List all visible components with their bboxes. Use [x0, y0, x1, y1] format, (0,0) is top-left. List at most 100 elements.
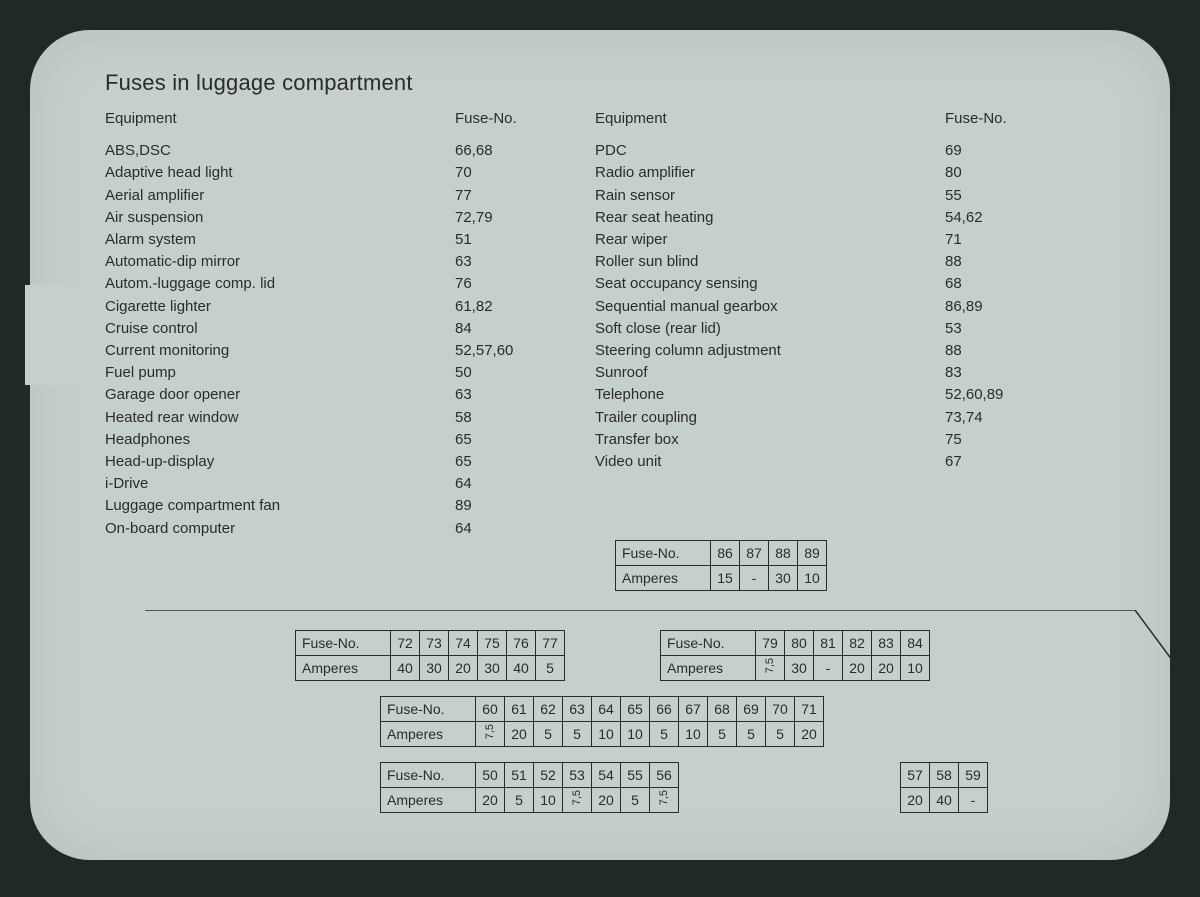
- fuse-number: 69: [945, 140, 1095, 162]
- fuse-number: 71: [945, 229, 1095, 251]
- equipment-name: Radio amplifier: [595, 162, 945, 184]
- fuse-number: 52,60,89: [945, 384, 1095, 406]
- fuse-number: 50: [455, 362, 595, 384]
- equipment-row: Head-up-display65Video unit67: [105, 451, 1135, 473]
- equipment-name: Steering column adjustment: [595, 340, 945, 362]
- header-fuseno-right: Fuse-No.: [945, 108, 1095, 130]
- content-area: Fuses in luggage compartment Equipment F…: [105, 70, 1135, 540]
- equipment-name: [595, 473, 945, 495]
- fuse-num-cell: 75: [478, 631, 507, 656]
- fuse-number: 58: [455, 407, 595, 429]
- fuse-number: 75: [945, 429, 1095, 451]
- fuse-amp-cell: -: [814, 656, 843, 681]
- fuse-num-cell: 83: [872, 631, 901, 656]
- fuse-num-cell: 54: [592, 763, 621, 788]
- fuse-number: 77: [455, 185, 595, 207]
- fuse-number: 63: [455, 251, 595, 273]
- fuse-blocks-area: Fuse-No.86878889Amperes15-3010Fuse-No.72…: [105, 580, 1135, 880]
- fuse-num-cell: 51: [505, 763, 534, 788]
- fuse-amp-cell: 5: [708, 722, 737, 747]
- equipment-name: Alarm system: [105, 229, 455, 251]
- fuse-amp-cell: 20: [449, 656, 478, 681]
- fuse-amp-cell: -: [740, 566, 769, 591]
- equipment-row: Autom.-luggage comp. lid76Seat occupancy…: [105, 273, 1135, 295]
- fuse-number: 88: [945, 340, 1095, 362]
- header-fuseno-left: Fuse-No.: [455, 108, 595, 130]
- fuse-num-cell: 69: [737, 697, 766, 722]
- fuse-card: Fuses in luggage compartment Equipment F…: [30, 30, 1170, 860]
- fuse-num-cell: 87: [740, 541, 769, 566]
- equipment-name: Rear seat heating: [595, 207, 945, 229]
- fuse-number: [945, 518, 1095, 540]
- fuse-num-cell: 72: [391, 631, 420, 656]
- fuse-num-cell: 82: [843, 631, 872, 656]
- equipment-name: On-board computer: [105, 518, 455, 540]
- equipment-name: Sequential manual gearbox: [595, 296, 945, 318]
- fuse-num-cell: 79: [756, 631, 785, 656]
- fuse-num-cell: 66: [650, 697, 679, 722]
- equipment-row: Luggage compartment fan89: [105, 495, 1135, 517]
- fuse-block-b1: Fuse-No.86878889Amperes15-3010: [615, 540, 827, 591]
- equipment-row: Garage door opener63Telephone52,60,89: [105, 384, 1135, 406]
- fuse-block-b6: 5758592040-: [900, 762, 988, 813]
- fuse-num-cell: 59: [959, 763, 988, 788]
- equipment-name: Rear wiper: [595, 229, 945, 251]
- equipment-name: Rain sensor: [595, 185, 945, 207]
- fuse-num-cell: 53: [563, 763, 592, 788]
- row-label-amperes: Amperes: [381, 788, 476, 813]
- equipment-row: On-board computer64: [105, 518, 1135, 540]
- fuse-num-cell: 50: [476, 763, 505, 788]
- equipment-row: Cigarette lighter61,82Sequential manual …: [105, 296, 1135, 318]
- fuse-amp-cell: 7,5: [563, 788, 592, 813]
- fuse-num-cell: 52: [534, 763, 563, 788]
- equipment-row: Current monitoring52,57,60Steering colum…: [105, 340, 1135, 362]
- equipment-row: Cruise control84Soft close (rear lid)53: [105, 318, 1135, 340]
- fuse-amp-cell: 5: [536, 656, 565, 681]
- fuse-amp-cell: 5: [534, 722, 563, 747]
- row-label-fuseno: Fuse-No.: [381, 697, 476, 722]
- page-title: Fuses in luggage compartment: [105, 70, 1135, 96]
- fuse-num-cell: 56: [650, 763, 679, 788]
- fuse-number: 63: [455, 384, 595, 406]
- fuse-amp-cell: 7,5: [476, 722, 505, 747]
- fuse-num-cell: 70: [766, 697, 795, 722]
- equipment-name: Video unit: [595, 451, 945, 473]
- fuse-num-cell: 64: [592, 697, 621, 722]
- fuse-number: 83: [945, 362, 1095, 384]
- fuse-amp-cell: 20: [843, 656, 872, 681]
- equipment-name: Soft close (rear lid): [595, 318, 945, 340]
- equipment-name: Aerial amplifier: [105, 185, 455, 207]
- equipment-row: Alarm system51Rear wiper71: [105, 229, 1135, 251]
- fuse-num-cell: 57: [901, 763, 930, 788]
- header-equipment-left: Equipment: [105, 108, 455, 130]
- row-label-fuseno: Fuse-No.: [661, 631, 756, 656]
- fuse-num-cell: 81: [814, 631, 843, 656]
- fuse-number: 54,62: [945, 207, 1095, 229]
- fuse-number: [945, 473, 1095, 495]
- fuse-num-cell: 65: [621, 697, 650, 722]
- row-label-amperes: Amperes: [616, 566, 711, 591]
- fuse-number: [945, 495, 1095, 517]
- fuse-number: 55: [945, 185, 1095, 207]
- fuse-amp-cell: 5: [563, 722, 592, 747]
- fuse-amp-cell: 7,5: [650, 788, 679, 813]
- equipment-name: Seat occupancy sensing: [595, 273, 945, 295]
- fuse-number: 65: [455, 429, 595, 451]
- fuse-num-cell: 77: [536, 631, 565, 656]
- equipment-name: [595, 495, 945, 517]
- fuse-number: 66,68: [455, 140, 595, 162]
- fuse-num-cell: 88: [769, 541, 798, 566]
- equipment-row: Fuel pump50Sunroof83: [105, 362, 1135, 384]
- header-equipment-right: Equipment: [595, 108, 945, 130]
- equipment-name: Adaptive head light: [105, 162, 455, 184]
- fuse-number: 68: [945, 273, 1095, 295]
- fuse-block-b2: Fuse-No.727374757677Amperes40302030405: [295, 630, 565, 681]
- equipment-row: Headphones65Transfer box75: [105, 429, 1135, 451]
- row-label-amperes: Amperes: [381, 722, 476, 747]
- fuse-number: 65: [455, 451, 595, 473]
- fuse-amp-cell: 5: [766, 722, 795, 747]
- equipment-name: Air suspension: [105, 207, 455, 229]
- fuse-amp-cell: 7,5: [756, 656, 785, 681]
- equipment-row: Air suspension72,79Rear seat heating54,6…: [105, 207, 1135, 229]
- fuse-amp-cell: 30: [769, 566, 798, 591]
